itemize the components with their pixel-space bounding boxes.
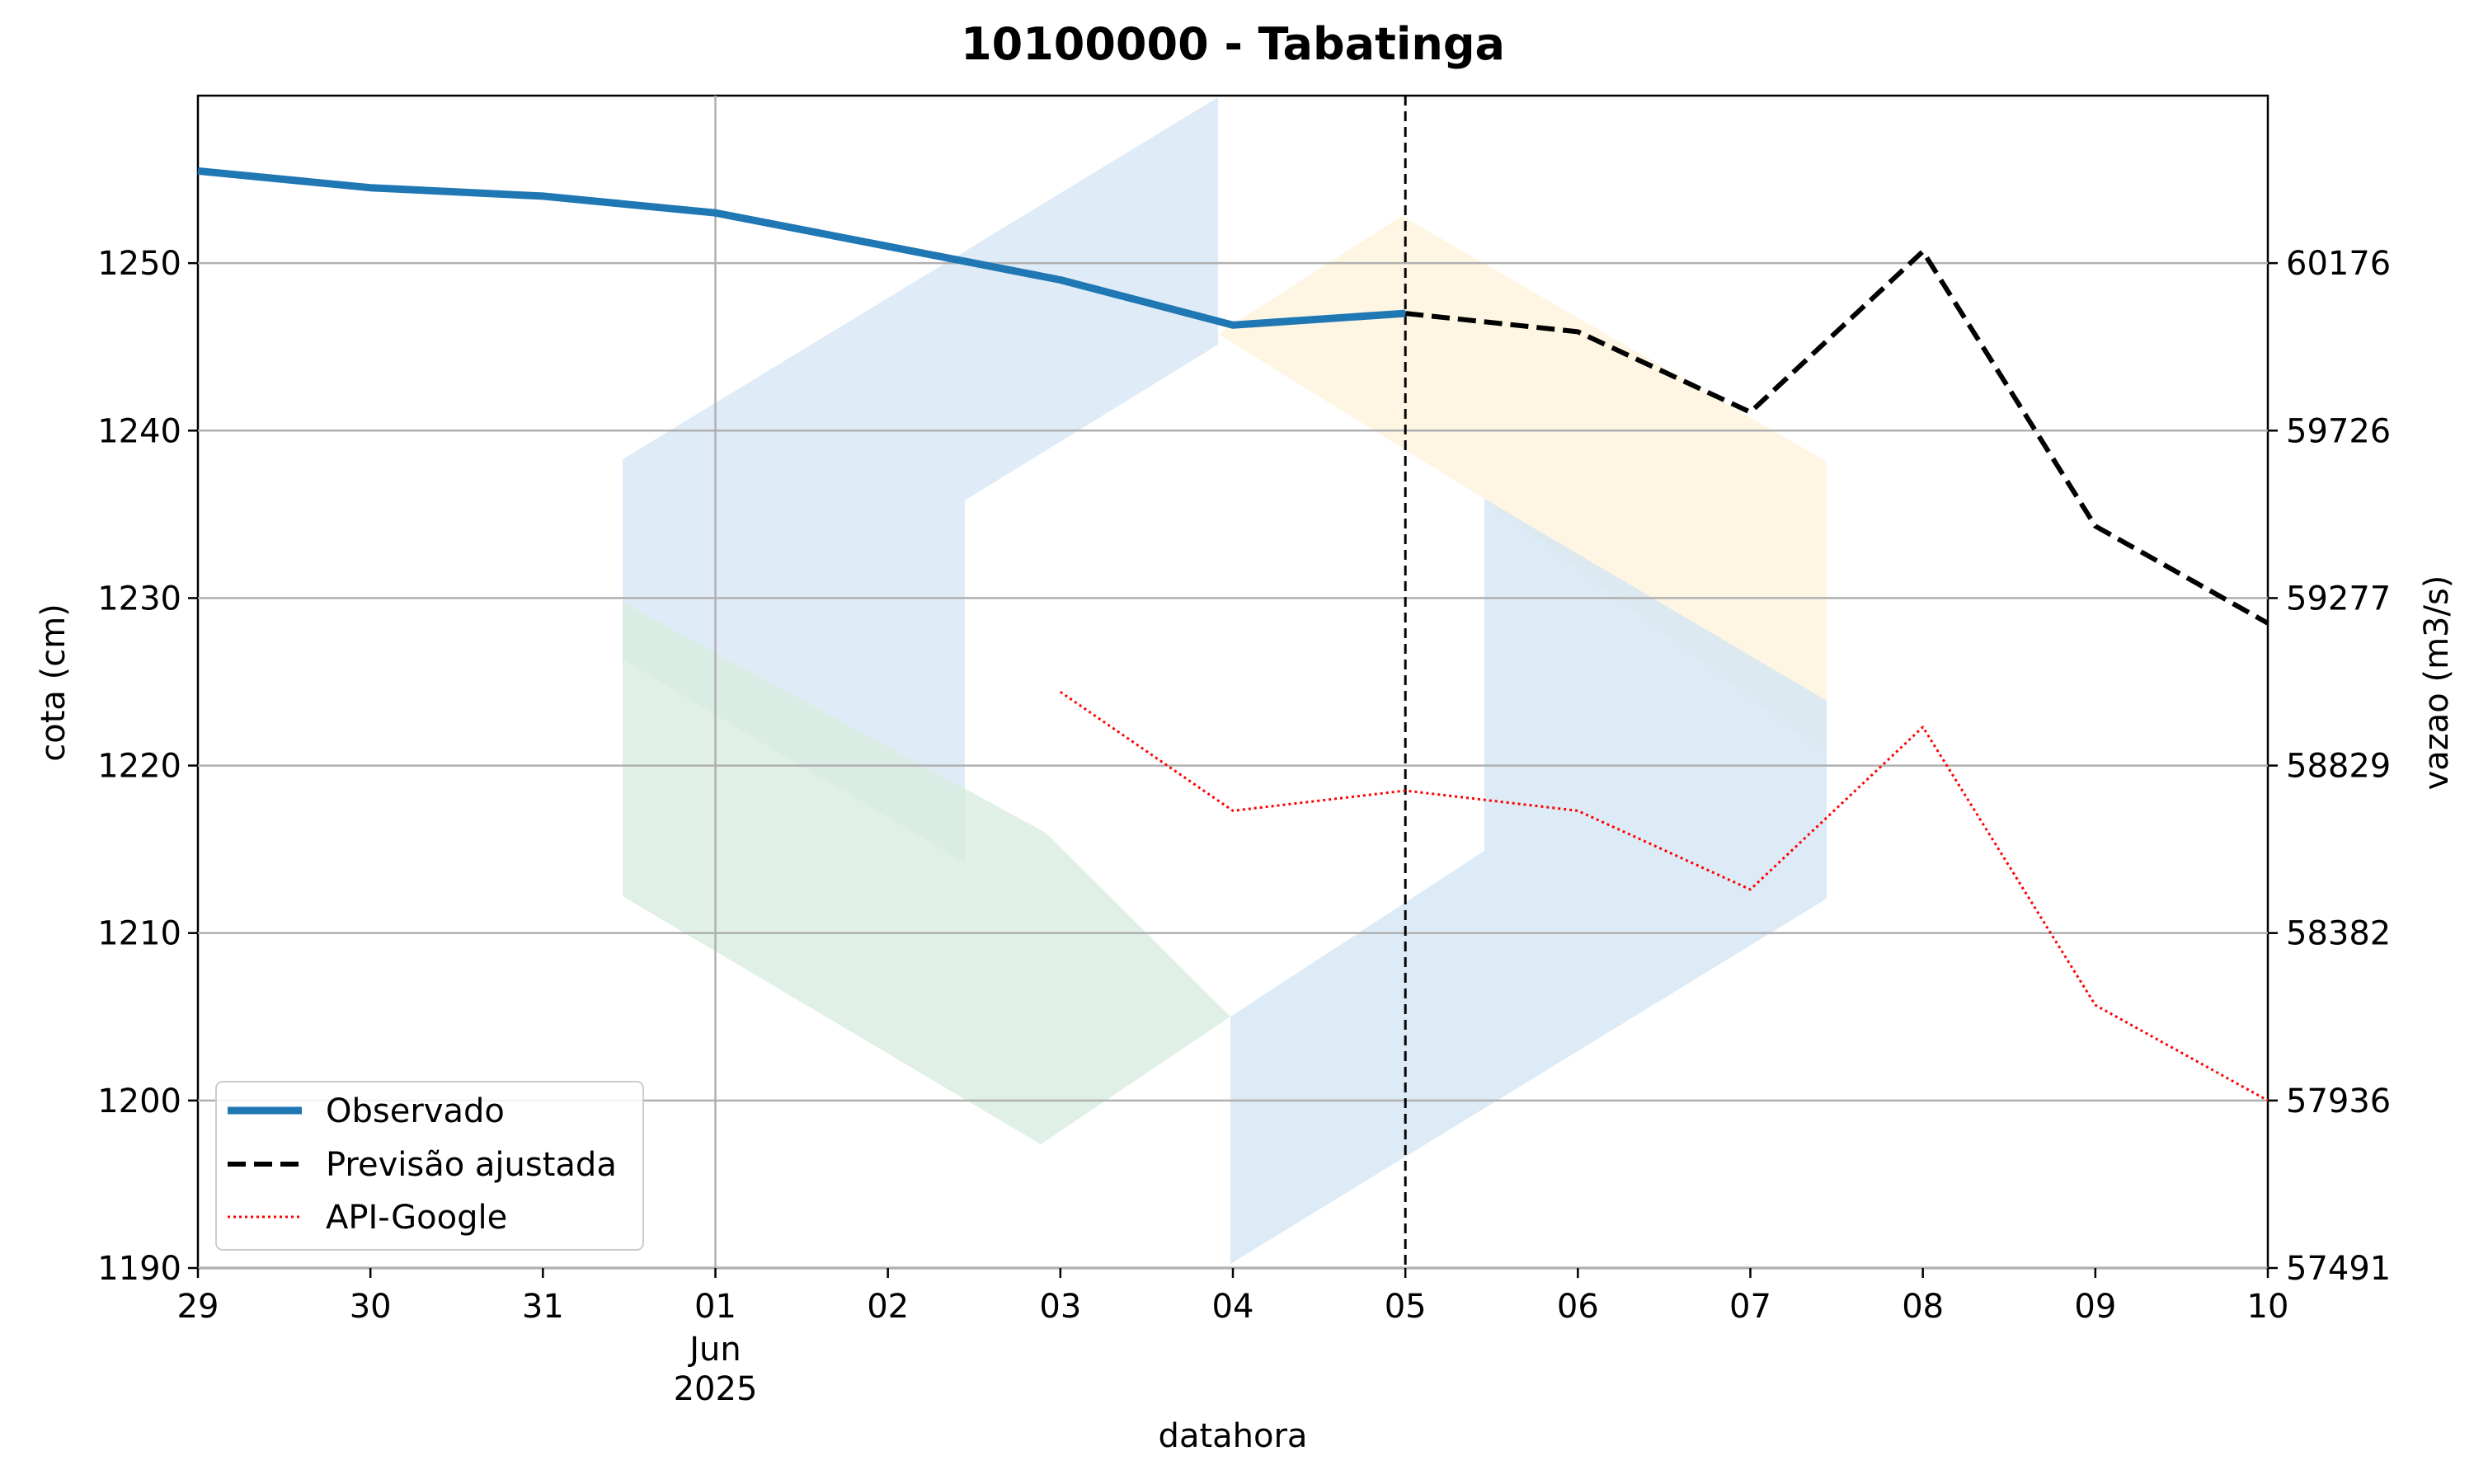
legend-label-previsao: Previsão ajustada — [326, 1146, 617, 1184]
x-tick-label: 09 — [2074, 1288, 2116, 1326]
x-tick-label: 29 — [177, 1288, 219, 1326]
y2-tick-label: 59726 — [2286, 412, 2391, 450]
y-tick-label: 1210 — [97, 915, 181, 953]
x-tick-label: 06 — [1557, 1288, 1599, 1326]
x-tick-label: 01 — [694, 1288, 736, 1326]
x-tick-label: 30 — [350, 1288, 392, 1326]
y-tick-label: 1230 — [97, 580, 181, 618]
x-tick-label: 03 — [1039, 1288, 1081, 1326]
y-tick-label: 1220 — [97, 748, 181, 786]
y2-tick-label: 57936 — [2286, 1082, 2391, 1120]
y-tick-label: 1250 — [97, 245, 181, 283]
series-line-api-google — [1059, 690, 2269, 1102]
y-tick-label: 1240 — [97, 412, 181, 450]
y-axis-label: cota (cm) — [35, 603, 73, 762]
watermark-logo — [623, 97, 1827, 1264]
x-tick-label: 07 — [1729, 1288, 1771, 1326]
chart-title: 10100000 - Tabatinga — [961, 18, 1505, 70]
legend-box — [215, 1081, 644, 1251]
y2-tick-label: 57491 — [2286, 1250, 2391, 1288]
series-line-previs-o-ajustada — [1404, 248, 2269, 626]
x-tick-label: 02 — [867, 1288, 909, 1326]
series — [197, 167, 2269, 1102]
y2-tick-label: 59277 — [2286, 580, 2391, 618]
x-tick-sublabel: 2025 — [674, 1370, 758, 1408]
y-axis-right-label: vazao (m3/s) — [2418, 575, 2456, 791]
y-tick-label: 1200 — [97, 1082, 181, 1120]
y-tick-label: 1190 — [97, 1250, 181, 1288]
x-tick-label: 10 — [2247, 1288, 2289, 1326]
y-axis-left: 1190 1200 1210 1220 1230 1240 1250 — [97, 245, 198, 1288]
y-axis-right: 57491 57936 58382 58829 59277 59726 60176 — [2268, 245, 2391, 1288]
x-tick-label: 05 — [1385, 1288, 1427, 1326]
y2-tick-label: 58829 — [2286, 748, 2391, 786]
legend-label-observado: Observado — [326, 1092, 505, 1130]
x-axis-label: datahora — [1159, 1417, 1308, 1455]
y2-tick-label: 58382 — [2286, 915, 2391, 953]
x-tick-label: 08 — [1902, 1288, 1944, 1326]
x-tick-label: 04 — [1212, 1288, 1254, 1326]
x-tick-label: 31 — [522, 1288, 564, 1326]
series-line-observado — [197, 167, 1406, 329]
x-tick-sublabel: Jun — [687, 1331, 741, 1369]
legend: Observado Previsão ajustada API-Google — [215, 1081, 644, 1251]
y2-tick-label: 60176 — [2286, 245, 2391, 283]
legend-label-api-google: API-Google — [326, 1199, 507, 1237]
